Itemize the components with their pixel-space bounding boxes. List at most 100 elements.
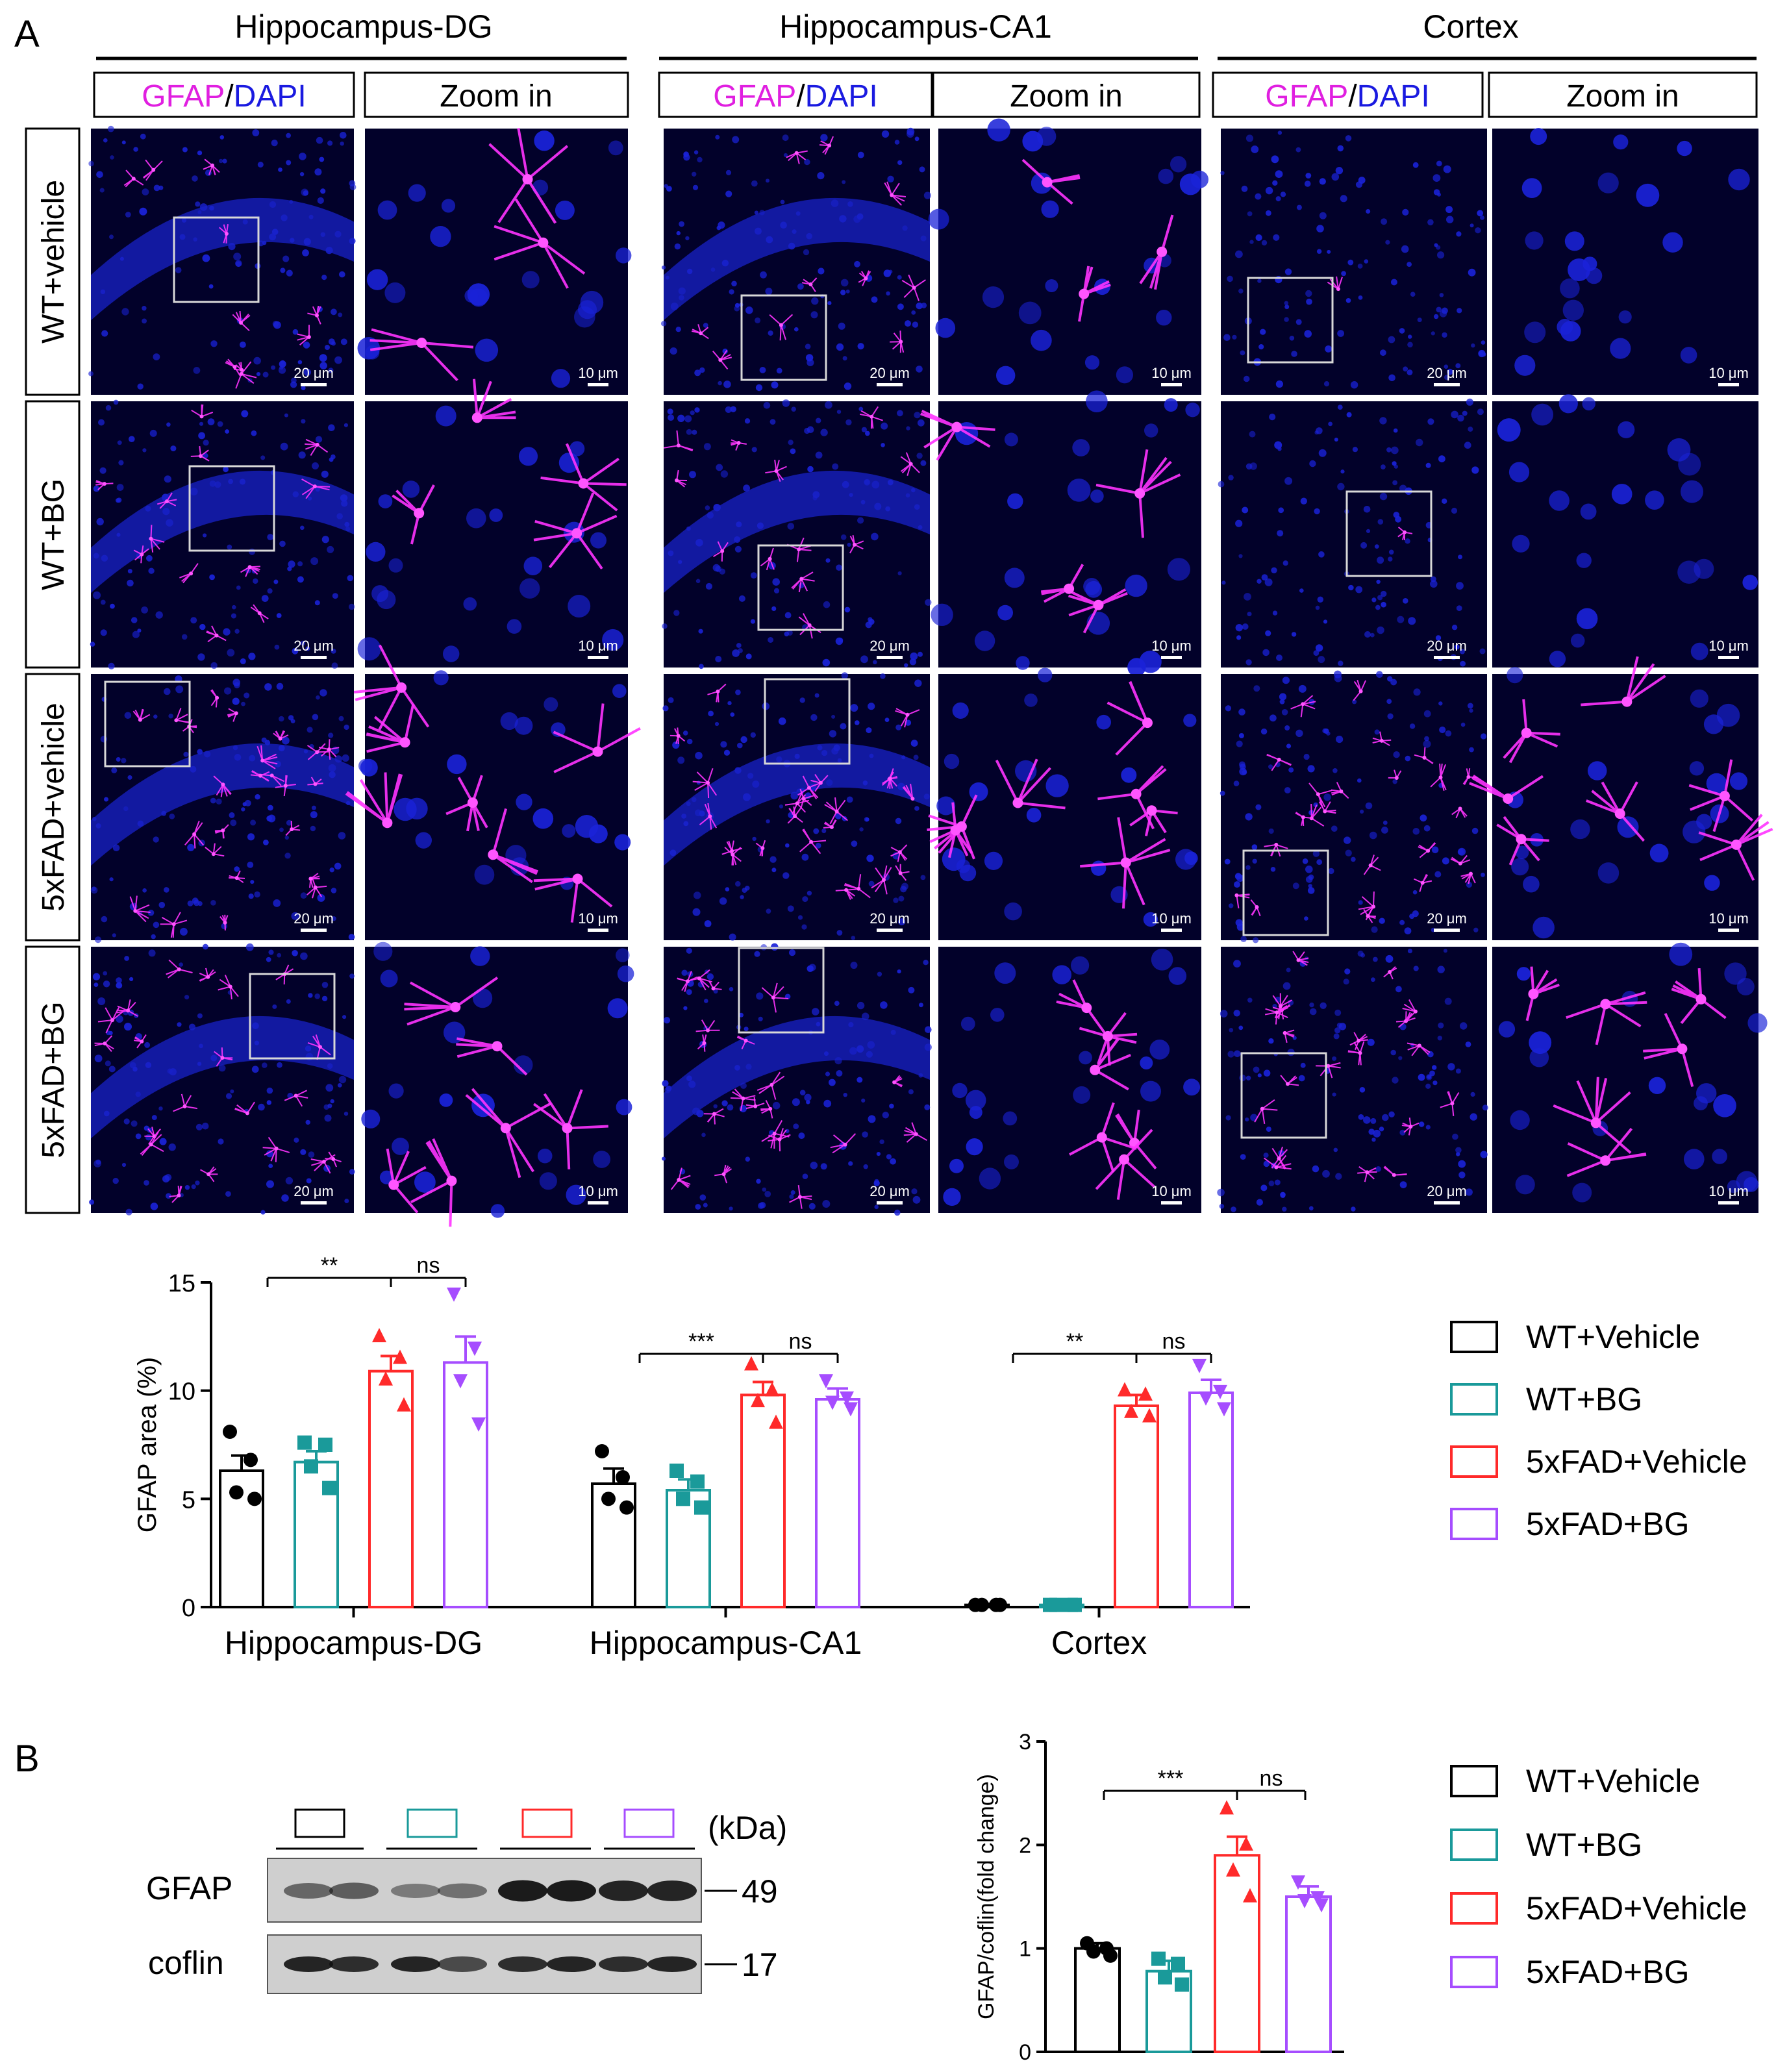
mw-label-17: 17 (742, 1947, 778, 1983)
data-point (453, 1374, 468, 1389)
scale-bar (1434, 383, 1460, 386)
scale-bar (877, 1201, 903, 1205)
data-point (1138, 1386, 1153, 1401)
bar (1285, 1895, 1332, 2053)
scale-bar-label: 20 μm (869, 638, 910, 654)
micrograph-panel: 20 μm (662, 943, 932, 1216)
scale-bar-label: 10 μm (1708, 638, 1749, 654)
scale-bar (1161, 656, 1182, 659)
blot-bands (284, 1880, 697, 1972)
legend-a-swatch-wt-bg (1450, 1383, 1498, 1416)
micrograph-panel: 10 μm (938, 947, 1201, 1213)
data-point (825, 1395, 840, 1410)
micrograph-panel: 10 μm (1492, 394, 1758, 668)
data-point (744, 1356, 758, 1371)
blot-band-gfap (498, 1880, 547, 1902)
data-point (819, 1374, 833, 1389)
blot-band-coflin (438, 1956, 487, 1972)
blot-band-coflin (547, 1956, 596, 1972)
data-point (616, 1470, 630, 1484)
scale-bar (301, 929, 327, 932)
data-point (690, 1474, 705, 1489)
scale-bar-label: 10 μm (1708, 1183, 1749, 1199)
data-point (1086, 1944, 1101, 1959)
blot-band-gfap (329, 1882, 379, 1899)
data-point (1213, 1384, 1227, 1399)
scale-bar-label: 20 μm (1427, 365, 1467, 381)
data-point (676, 1492, 690, 1506)
x-tick-label: Hippocampus-DG (225, 1625, 482, 1661)
data-point (223, 1425, 237, 1439)
legend-a-label-wt-vehicle: WT+Vehicle (1526, 1319, 1700, 1355)
blot-band-gfap (547, 1880, 596, 1902)
header-zoom-dg: Zoom in (440, 79, 552, 114)
blot-label-gfap: GFAP (146, 1870, 232, 1906)
blot-band-gfap (438, 1883, 487, 1899)
data-point (1217, 1402, 1231, 1417)
scale-bar-label: 10 μm (1151, 638, 1192, 654)
legend-b: WT+Vehicle WT+BG 5xFAD+Vehicle 5xFAD+BG (1450, 1763, 1747, 1990)
data-point (1243, 1888, 1257, 1903)
scale-bar (1434, 929, 1460, 932)
micrograph-panel: 10 μm (927, 668, 1201, 940)
scale-bar-label: 10 μm (1708, 365, 1749, 381)
micrograph-panel: 10 μm (1492, 128, 1758, 395)
lane-key-fad-bg (623, 1808, 675, 1838)
legend-b-label-fad-vehicle: 5xFAD+Vehicle (1526, 1890, 1747, 1927)
data-point (304, 1459, 318, 1474)
scale-bar-label: 20 μm (1427, 638, 1467, 654)
data-point (393, 1349, 407, 1364)
micrograph-panel: 10 μm (1469, 656, 1773, 940)
micrograph-panel: 20 μm (1220, 129, 1487, 395)
legend-b-label-fad-bg: 5xFAD+BG (1526, 1954, 1690, 1990)
region-title-dg: Hippocampus-DG (234, 8, 492, 45)
scale-bar (877, 656, 903, 659)
header-merge-ca1: GFAP/DAPI (713, 79, 877, 114)
kda-label: (kDa) (708, 1810, 787, 1846)
data-point (229, 1485, 244, 1500)
legend-a-swatch-wt-vehicle (1450, 1321, 1498, 1353)
significance-label: ns (789, 1329, 812, 1354)
gfap-area-chart: 0 5 10 15 GFAP area (%) Hippocampus-DG ** ns Hip… (133, 1253, 1250, 1661)
data-point (297, 1435, 312, 1450)
bar (1188, 1392, 1234, 1608)
scale-bar-label: 20 μm (869, 910, 910, 927)
data-point (1220, 1800, 1234, 1815)
data-point (765, 1382, 779, 1397)
micrograph-panel: 20 μm (90, 399, 355, 669)
data-point (1142, 1408, 1157, 1423)
data-point (595, 1444, 609, 1458)
roi-box (104, 680, 191, 768)
scale-bar-label: 20 μm (869, 1183, 910, 1199)
panel-a-letter: A (14, 13, 40, 55)
roi-box (764, 678, 851, 765)
bar (1214, 1854, 1260, 2053)
micrograph-panel: 20 μm (89, 943, 355, 1216)
micrograph-panel: 10 μm (361, 942, 634, 1227)
data-point (601, 1492, 616, 1506)
significance-label: *** (1158, 1766, 1184, 1791)
data-point (769, 1414, 783, 1429)
scale-bar (1161, 1201, 1182, 1205)
y-tick-label: 10 (168, 1379, 195, 1406)
row-box-3 (25, 673, 81, 942)
micrograph-panel: 10 μm (928, 118, 1208, 395)
x-tick-label: Cortex (1051, 1625, 1147, 1661)
y-tick-label: 5 (182, 1486, 195, 1514)
column-headers: GFAP/DAPI Zoom in GFAP/DAPI Zoom in GFAP… (93, 71, 1758, 118)
data-point (1171, 1956, 1185, 1971)
legend-b-label-wt-bg: WT+BG (1526, 1827, 1642, 1863)
data-point (993, 1597, 1007, 1612)
row-box-1 (25, 127, 81, 396)
row-labels: WT+vehicle WT+BG 5xFAD+vehicle 5xFAD+BG (25, 127, 81, 1214)
data-point (694, 1500, 708, 1515)
scale-bar (588, 929, 608, 932)
scale-bar (877, 383, 903, 386)
legend-b-swatch-fad-vehicle (1450, 1892, 1498, 1925)
micrograph-panel: 20 μm (662, 672, 930, 941)
scale-bar-label: 10 μm (1151, 1183, 1192, 1199)
scale-bar-label: 10 μm (578, 1183, 618, 1199)
header-merge-dg: GFAP/DAPI (142, 79, 306, 114)
data-point (1175, 1977, 1189, 1992)
